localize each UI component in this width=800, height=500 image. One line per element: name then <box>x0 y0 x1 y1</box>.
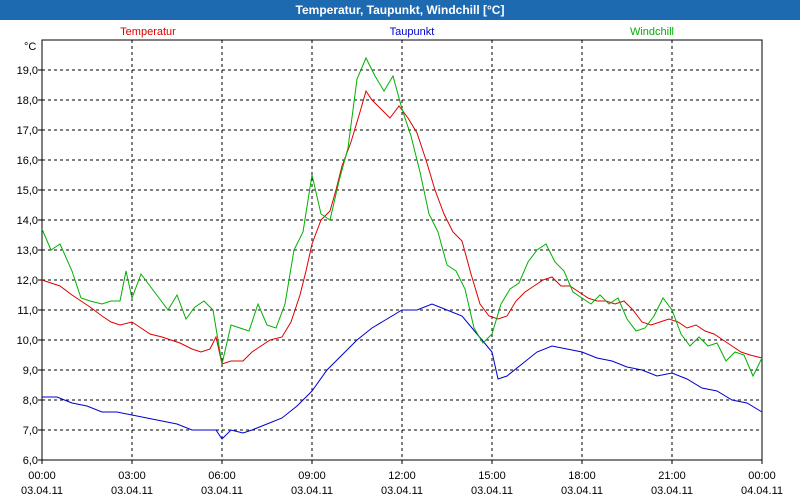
y-tick-label: 16,0 <box>17 155 38 167</box>
x-tick-date: 03.04.11 <box>21 485 63 497</box>
x-tick-date: 03.04.11 <box>471 485 513 497</box>
y-axis-unit: °C <box>24 41 36 53</box>
x-tick-time: 21:00 <box>658 470 686 482</box>
y-tick-label: 8,0 <box>23 395 38 407</box>
y-tick-label: 19,0 <box>17 65 38 77</box>
legend-temperatur: Temperatur <box>120 26 176 38</box>
x-tick-time: 00:00 <box>748 470 776 482</box>
x-tick-date: 03.04.11 <box>381 485 423 497</box>
series-line-windchill <box>41 56 763 378</box>
series-line-temperatur <box>41 89 763 365</box>
y-tick-label: 18,0 <box>17 95 38 107</box>
x-tick-date: 03.04.11 <box>291 485 333 497</box>
x-tick-date: 03.04.11 <box>561 485 603 497</box>
x-tick-date: 03.04.11 <box>111 485 153 497</box>
line-chart: °C 6,0 7,0 8,0 9,0 10,0 11,0 12,0 13,0 14,0 15,0 16… <box>17 26 783 497</box>
y-tick-label: 12,0 <box>17 275 38 287</box>
x-tick-date: 03.04.11 <box>201 485 243 497</box>
chart-title: Temperatur, Taupunkt, Windchill [°C] <box>0 0 800 20</box>
y-tick-label: 11,0 <box>17 305 38 317</box>
legend-windchill: Windchill <box>630 26 674 38</box>
x-tick-time: 09:00 <box>298 470 326 482</box>
legend-taupunkt: Taupunkt <box>390 26 435 38</box>
x-tick-date: 04.04.11 <box>741 485 783 497</box>
y-tick-label: 17,0 <box>17 125 38 137</box>
y-tick-label: 10,0 <box>17 335 38 347</box>
y-tick-label: 6,0 <box>23 455 38 467</box>
y-tick-label: 9,0 <box>23 365 38 377</box>
y-tick-label: 15,0 <box>17 185 38 197</box>
x-tick-time: 15:00 <box>478 470 506 482</box>
x-tick-time: 03:00 <box>118 470 146 482</box>
x-tick-time: 06:00 <box>208 470 236 482</box>
x-tick-time: 12:00 <box>388 470 416 482</box>
series-line-taupunkt <box>42 303 763 440</box>
x-tick-date: 03.04.11 <box>651 485 693 497</box>
plot-area: °C 6,0 7,0 8,0 9,0 10,0 11,0 12,0 13,0 14,0 15,0 16… <box>0 20 800 500</box>
x-tick-time: 00:00 <box>28 470 56 482</box>
x-tick-time: 18:00 <box>568 470 596 482</box>
y-tick-label: 13,0 <box>17 245 38 257</box>
y-tick-label: 7,0 <box>23 425 38 437</box>
y-tick-label: 14,0 <box>17 215 38 227</box>
